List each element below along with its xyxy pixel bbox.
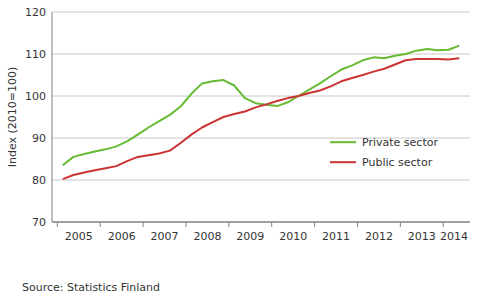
grid-line <box>52 222 470 223</box>
x-tick-label: 2010 <box>279 230 307 243</box>
legend-swatch <box>330 141 356 143</box>
x-tick-label: 2009 <box>236 230 264 243</box>
x-tick <box>185 222 186 227</box>
grid-line <box>52 12 470 13</box>
x-tick-label: 2014 <box>440 230 468 243</box>
legend-label: Public sector <box>362 156 433 169</box>
plot-area <box>63 46 460 180</box>
x-tick-label: 2007 <box>151 230 179 243</box>
x-axis <box>52 222 470 223</box>
x-tick <box>400 222 401 227</box>
x-tick-label: 2012 <box>365 230 393 243</box>
grid-line <box>52 180 470 181</box>
y-tick-label: 100 <box>25 90 46 103</box>
y-axis-label: Index (2010=100) <box>6 67 19 168</box>
x-tick <box>57 222 58 227</box>
x-tick <box>100 222 101 227</box>
y-axis <box>52 12 53 222</box>
x-tick-label: 2011 <box>322 230 350 243</box>
chart: 70 80 90 100 110 120 2005 2006 2007 2008 2009 2010 2… <box>0 0 493 304</box>
y-tick-label: 70 <box>32 216 46 229</box>
grid-line <box>52 96 470 97</box>
y-tick-label: 80 <box>32 174 46 187</box>
x-tick <box>443 222 444 227</box>
x-tick-label: 2006 <box>108 230 136 243</box>
legend-label: Private sector <box>362 136 438 149</box>
series-line <box>63 58 460 179</box>
x-tick-label: 2013 <box>408 230 436 243</box>
x-tick <box>143 222 144 227</box>
x-tick-label: 2008 <box>193 230 221 243</box>
y-tick-label: 110 <box>25 48 46 61</box>
source-note: Source: Statistics Finland <box>22 281 160 294</box>
x-tick <box>228 222 229 227</box>
y-tick-label: 90 <box>32 132 46 145</box>
x-tick-label: 2005 <box>65 230 93 243</box>
y-tick-label: 120 <box>25 6 46 19</box>
legend-swatch <box>330 161 356 163</box>
x-tick <box>314 222 315 227</box>
x-tick <box>357 222 358 227</box>
x-tick <box>271 222 272 227</box>
